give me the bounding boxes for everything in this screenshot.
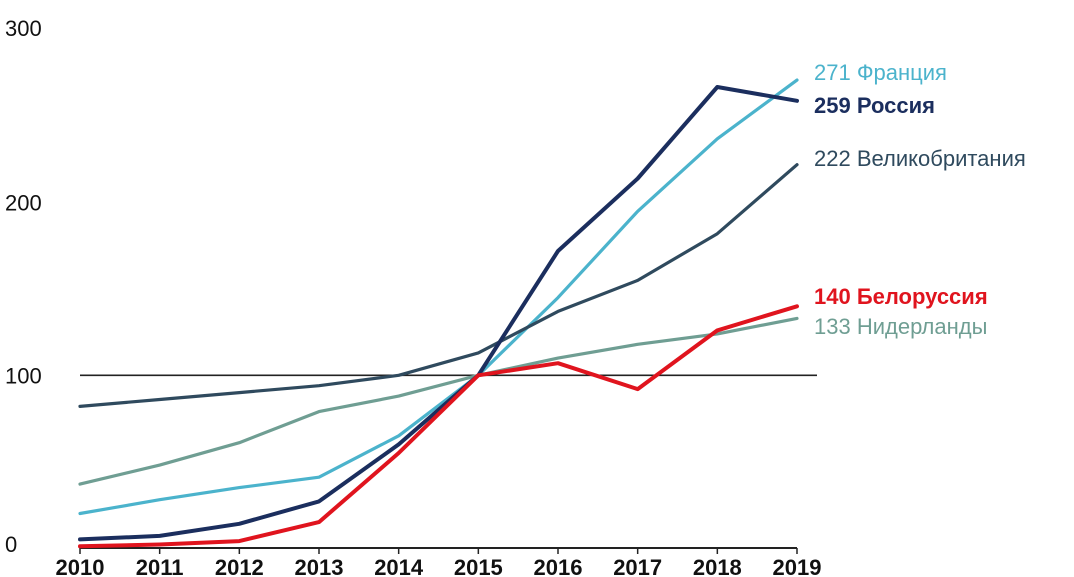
series-line-россия xyxy=(78,85,799,542)
axes: 2010 2011 2012 2013 2014 2015 2016 2017 2018 2019… xyxy=(5,16,821,577)
end-label-нидерланды: 133 Нидерланды xyxy=(814,314,987,339)
series-layer xyxy=(78,78,799,549)
series-line-нидерланды xyxy=(78,316,799,486)
x-tick-label: 2013 xyxy=(295,555,344,577)
x-tick-label: 2017 xyxy=(613,555,662,577)
x-tick-label: 2018 xyxy=(693,555,742,577)
y-tick-label: 200 xyxy=(5,191,42,216)
x-tick-label: 2012 xyxy=(215,555,264,577)
series-line-великобритания xyxy=(78,163,799,408)
series-line-белоруссия xyxy=(78,304,799,549)
y-tick-label: 0 xyxy=(5,532,17,557)
y-tick-label: 300 xyxy=(5,16,42,41)
x-tick-label: 2011 xyxy=(136,555,184,577)
y-tick-label: 100 xyxy=(5,363,42,388)
x-tick-label: 2010 xyxy=(56,555,105,577)
series-line-франция xyxy=(78,78,799,516)
end-label-великобритания: 222 Великобритания xyxy=(814,146,1026,171)
end-label-россия: 259 Россия xyxy=(814,93,935,118)
x-tick-label: 2019 xyxy=(773,555,822,577)
end-labels: 271 Франция 259 Россия 222 Великобритания 1… xyxy=(814,60,1026,339)
x-tick-label: 2014 xyxy=(374,555,424,577)
end-label-франция: 271 Франция xyxy=(814,60,947,85)
x-tick-label: 2015 xyxy=(454,555,503,577)
x-tick-label: 2016 xyxy=(534,555,583,577)
end-label-белоруссия: 140 Белоруссия xyxy=(814,284,988,309)
